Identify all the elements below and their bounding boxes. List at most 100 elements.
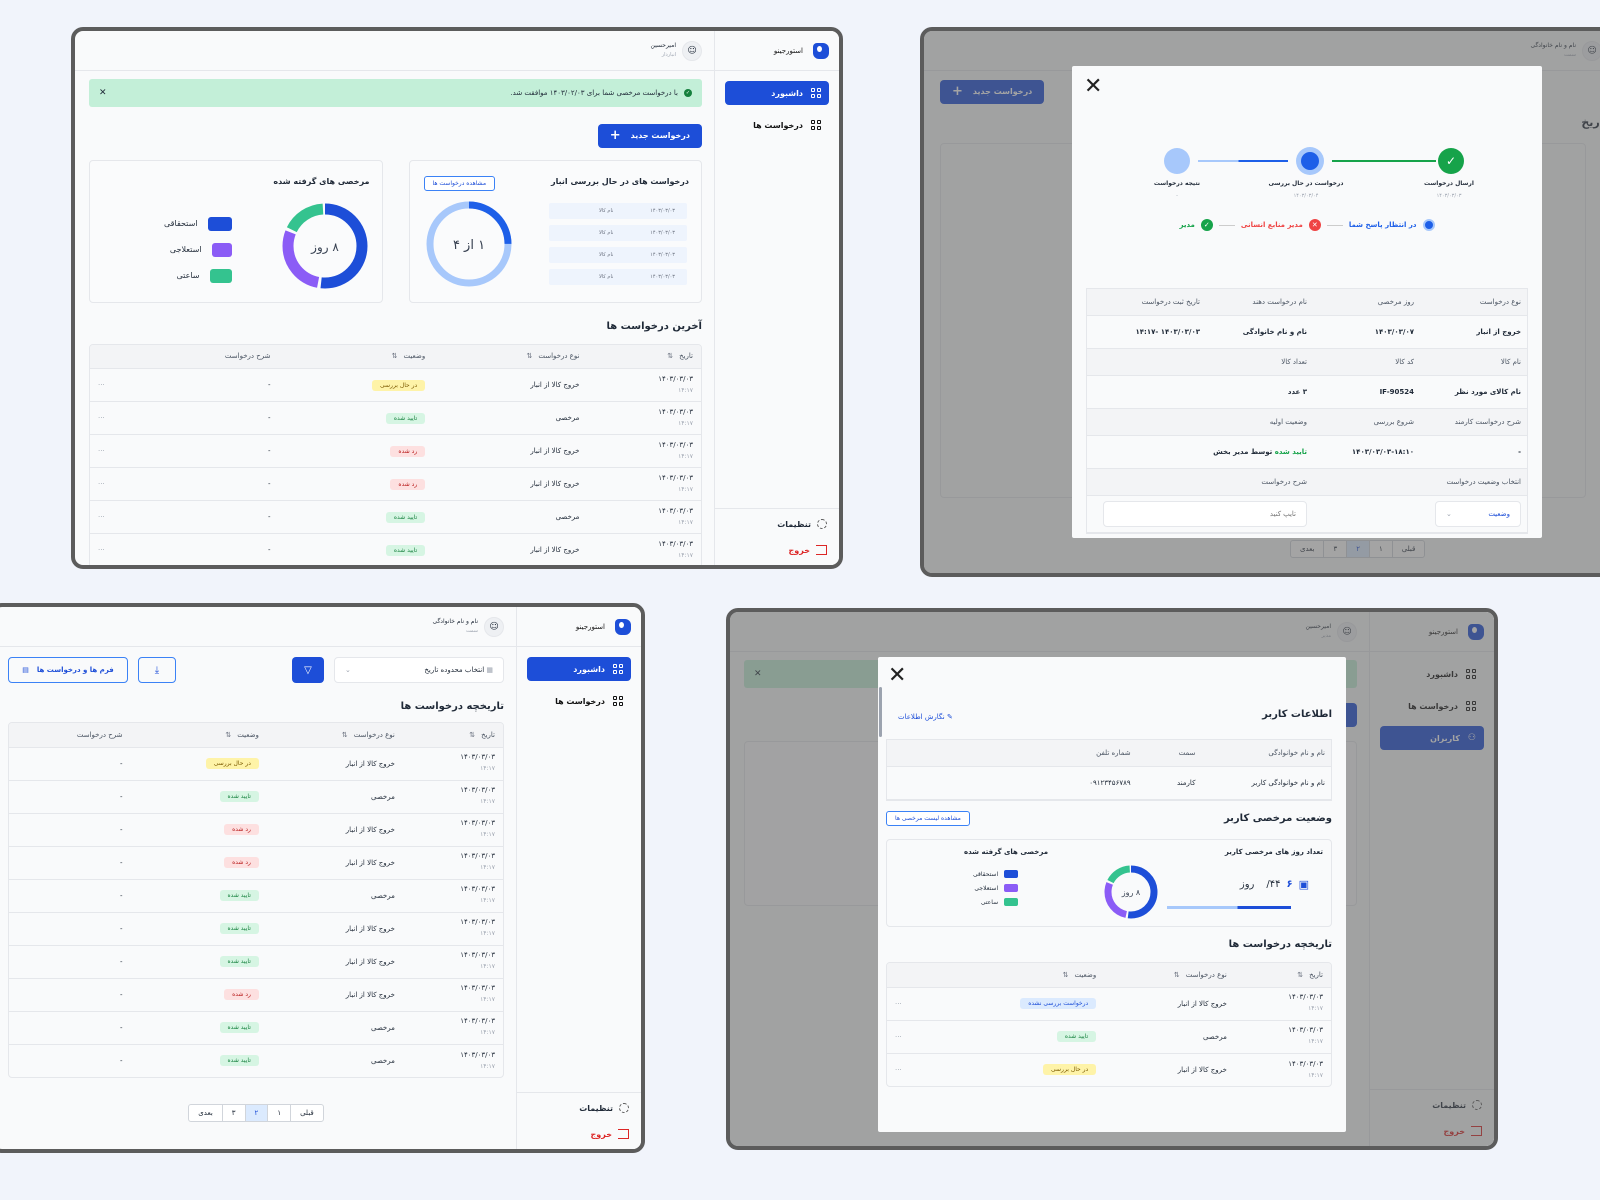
- description-input[interactable]: [1103, 501, 1307, 527]
- sidebar-item-label: داشبورد: [771, 88, 803, 98]
- col-type[interactable]: نوع درخواست⇅: [433, 344, 588, 369]
- table-row[interactable]: ۱۴۰۳/۰۳/۰۳ ۱۴:۱۷ خروج کالا از انبار تایید ش…: [90, 533, 701, 565]
- status-badge: تایید شده: [219, 890, 259, 901]
- table-row[interactable]: ۱۴۰۳/۰۳/۰۳ ۱۴:۱۷ مرخصی تایید شده - ···: [90, 401, 701, 435]
- days-progress-bar: [1167, 906, 1291, 909]
- table-row[interactable]: ۱۴۰۳/۰۳/۰۳ ۱۴:۱۷ خروج کالا از انبار در حال …: [887, 1052, 1331, 1086]
- table-row[interactable]: ۱۴۰۳/۰۳/۰۳ ۱۴:۱۷ خروج کالا از انبار رد شده -…: [90, 434, 701, 468]
- sidebar-item-requests[interactable]: درخواست ها: [725, 113, 829, 137]
- legend-label: استحقاقی: [164, 219, 198, 228]
- item-date: ۱۴۰۳/۰۳/۰۳: [650, 273, 675, 280]
- list-item[interactable]: ۱۴۰۳/۰۳/۰۳ نام کالا: [549, 224, 687, 241]
- logout-link[interactable]: خروج: [727, 545, 827, 555]
- more-icon[interactable]: ···: [90, 500, 141, 534]
- alert-message: با درخواست مرخصی شما برای ۱۴۰۳/۰۲/۰۳ موا…: [510, 89, 678, 97]
- table-row[interactable]: ۱۴۰۳/۰۳/۰۳ ۱۴:۱۷ خروج کالا از انبار درخواست…: [887, 986, 1331, 1020]
- table-row[interactable]: ۱۴۰۳/۰۳/۰۳ ۱۴:۱۷ مرخصی تایید شده -: [9, 878, 503, 912]
- view-leave-list-button[interactable]: مشاهده لیست مرخصی ها: [886, 811, 970, 826]
- status-badge: تایید شده: [219, 956, 259, 967]
- prev-page[interactable]: قبلی: [290, 1105, 323, 1121]
- status-text: تایید شده: [1274, 448, 1307, 456]
- approver-label: در انتظار پاسخ شما: [1348, 221, 1417, 229]
- col-type[interactable]: نوع درخواست⇅: [1104, 963, 1235, 987]
- more-icon[interactable]: ···: [90, 533, 141, 565]
- settings-link[interactable]: تنظیمات: [529, 1103, 629, 1113]
- table-row[interactable]: ۱۴۰۳/۰۳/۰۳ ۱۴:۱۷ مرخصی تایید شده -: [9, 1010, 503, 1044]
- more-icon[interactable]: ···: [90, 401, 141, 435]
- latest-requests-table: تاریخ⇅ نوع درخواست⇅ وضعیت⇅ شرح درخواست ۱۴۰۳…: [89, 343, 702, 565]
- col-status[interactable]: وضعیت⇅: [278, 344, 434, 369]
- list-item[interactable]: ۱۴۰۳/۰۳/۰۳ نام کالا: [549, 202, 687, 219]
- pending-requests-card: درخواست های در حال بررسی انبار مشاهده در…: [408, 159, 702, 303]
- table-row[interactable]: ۱۴۰۳/۰۳/۰۳ ۱۴:۱۷ مرخصی تایید شده - ···: [90, 500, 701, 534]
- next-page[interactable]: بعدی: [198, 1109, 213, 1117]
- col-status[interactable]: وضعیت⇅: [929, 963, 1105, 987]
- table-row[interactable]: ۱۴۰۳/۰۳/۰۳ ۱۴:۱۷ خروج کالا از انبار رد شده -: [9, 845, 503, 879]
- filter-button[interactable]: ▽: [292, 657, 324, 683]
- more-icon[interactable]: ···: [887, 1052, 930, 1086]
- more-icon[interactable]: ···: [887, 986, 930, 1020]
- gear-icon: [619, 1103, 629, 1113]
- progress-stepper: ✓ ارسال درخواست ۱۴۰۳/۰۳/۰۳ درخواست در حا…: [1072, 147, 1542, 208]
- table-row[interactable]: ۱۴۰۳/۰۳/۰۳ ۱۴:۱۷ خروج کالا از انبار در حال …: [9, 746, 503, 780]
- topbar: ☺ نام و نام خانوادگی سمت: [0, 607, 516, 647]
- chart-legend: استحقاقی استعلاجی ساعتی: [164, 216, 232, 283]
- view-requests-button[interactable]: مشاهده درخواست ها: [423, 175, 496, 191]
- close-icon[interactable]: ✕: [888, 663, 907, 688]
- more-icon[interactable]: ···: [887, 1019, 930, 1053]
- page-1[interactable]: ۱: [267, 1105, 290, 1121]
- sidebar-item-dashboard[interactable]: داشبورد: [527, 657, 631, 681]
- more-icon[interactable]: ···: [90, 368, 141, 402]
- forms-requests-button[interactable]: فرم ها و درخواست ها ▤: [8, 657, 128, 683]
- status-badge: در حال بررسی: [372, 379, 426, 391]
- new-request-button[interactable]: درخواست جدید +: [597, 123, 702, 148]
- table-row[interactable]: ۱۴۰۳/۰۳/۰۳ ۱۴:۱۷ خروج کالا از انبار تایید ش…: [9, 911, 503, 945]
- more-icon[interactable]: ···: [90, 434, 141, 468]
- table-row[interactable]: ۱۴۰۳/۰۳/۰۳ ۱۴:۱۷ مرخصی تایید شده ···: [887, 1019, 1331, 1053]
- col-type[interactable]: نوع درخواست⇅: [266, 723, 403, 747]
- page-2[interactable]: ۲: [244, 1105, 268, 1121]
- item-date: ۱۴۰۳/۰۳/۰۳: [650, 207, 675, 214]
- avatar[interactable]: ☺: [682, 40, 702, 61]
- avatar[interactable]: ☺: [484, 616, 504, 637]
- sidebar-item-dashboard[interactable]: داشبورد: [725, 81, 829, 105]
- table-row[interactable]: ۱۴۰۳/۰۳/۰۳ ۱۴:۱۷ مرخصی تایید شده -: [9, 1043, 503, 1077]
- table-row[interactable]: ۱۴۰۳/۰۳/۰۳ ۱۴:۱۷ خروج کالا از انبار رد شده -…: [90, 467, 701, 501]
- status-badge: رد شده: [224, 857, 259, 868]
- col-date[interactable]: تاریخ⇅: [587, 344, 701, 369]
- table-row[interactable]: ۱۴۰۳/۰۳/۰۳ ۱۴:۱۷ خروج کالا از انبار در حال …: [90, 368, 701, 402]
- modal-scrollbar[interactable]: [879, 687, 882, 737]
- grid-icon: [613, 696, 623, 706]
- date-range-select[interactable]: ▦ انتخاب محدوده تاریخ ⌄: [334, 657, 504, 683]
- close-icon[interactable]: ✕: [1084, 74, 1103, 99]
- settings-link[interactable]: تنظیمات: [727, 519, 827, 529]
- list-item[interactable]: ۱۴۰۳/۰۳/۰۳ نام کالا: [549, 246, 687, 263]
- close-icon[interactable]: ✕: [99, 88, 107, 98]
- col-status[interactable]: وضعیت⇅: [130, 723, 267, 747]
- status-badge: تایید شده: [385, 412, 426, 424]
- item-name: نام کالا: [599, 207, 614, 214]
- brand-name: استورجینو: [773, 46, 803, 55]
- modal-title: اطلاعات کاربر: [1262, 709, 1332, 720]
- col-date[interactable]: تاریخ⇅: [1234, 963, 1331, 987]
- item-name: نام کالا: [599, 251, 614, 258]
- user-history-table: تاریخ⇅ نوع درخواست⇅ وضعیت⇅ ۱۴۰۳/۰۳/۰۳ ۱۴:۱۷…: [886, 962, 1332, 1087]
- sort-icon: ⇅: [1297, 970, 1304, 979]
- edit-info-link[interactable]: ✎ نگارش اطلاعات: [898, 713, 953, 721]
- col-date[interactable]: تاریخ⇅: [402, 723, 503, 747]
- more-icon[interactable]: ···: [90, 467, 141, 501]
- download-button[interactable]: ⤓: [138, 657, 176, 683]
- status-select[interactable]: وضعیت ⌄: [1435, 501, 1521, 527]
- svg-text:۸ روز: ۸ روز: [310, 240, 339, 255]
- logout-link[interactable]: خروج: [529, 1129, 629, 1139]
- page-3[interactable]: ۳: [221, 1105, 245, 1121]
- table-row[interactable]: ۱۴۰۳/۰۳/۰۳ ۱۴:۱۷ خروج کالا از انبار رد شده -: [9, 977, 503, 1011]
- table-row[interactable]: ۱۴۰۳/۰۳/۰۳ ۱۴:۱۷ خروج کالا از انبار تایید ش…: [9, 944, 503, 978]
- table-row[interactable]: ۱۴۰۳/۰۳/۰۳ ۱۴:۱۷ خروج کالا از انبار رد شده -: [9, 812, 503, 846]
- sidebar-item-requests[interactable]: درخواست ها: [527, 689, 631, 713]
- pencil-icon: ✎: [946, 713, 953, 721]
- table-row[interactable]: ۱۴۰۳/۰۳/۰۳ ۱۴:۱۷ مرخصی تایید شده -: [9, 779, 503, 813]
- download-icon: ⤓: [154, 664, 160, 676]
- list-item[interactable]: ۱۴۰۳/۰۳/۰۳ نام کالا: [549, 268, 687, 285]
- status-badge: تایید شده: [219, 923, 259, 934]
